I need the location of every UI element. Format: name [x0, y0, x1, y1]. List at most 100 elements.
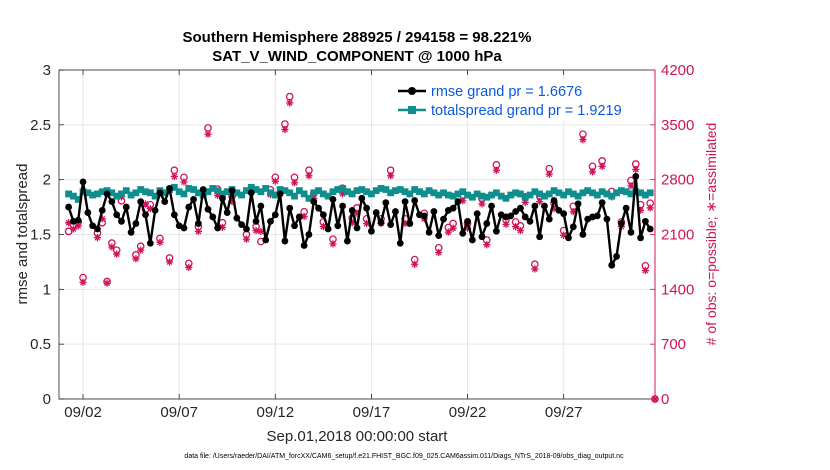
legend-spread-label: totalspread grand pr = 1.9219 — [431, 103, 622, 119]
rmse-point — [343, 237, 351, 245]
totalspread-point — [435, 191, 443, 199]
obs-assimilated-point — [194, 227, 202, 235]
rmse-point — [492, 227, 500, 235]
legend-spread-marker — [408, 106, 416, 114]
obs-assimilated-point — [93, 234, 102, 242]
rmse-point — [65, 203, 73, 211]
rmse-point — [305, 231, 313, 238]
totalspread-point — [127, 191, 135, 199]
y-tick-label: 1.5 — [30, 227, 51, 244]
totalspread-point — [617, 187, 625, 195]
rmse-point — [488, 202, 495, 210]
rmse-point — [468, 236, 476, 244]
totalspread-point — [98, 188, 106, 196]
totalspread-point — [425, 187, 433, 195]
totalspread-point — [267, 189, 274, 197]
totalspread-point — [276, 186, 284, 193]
rmse-point — [204, 205, 212, 213]
totalspread-point — [262, 185, 270, 192]
totalspread-point — [637, 189, 644, 197]
legend-rmse-label: rmse grand pr = 1.6676 — [431, 84, 582, 100]
rmse-point — [430, 208, 438, 215]
totalspread-point — [420, 190, 428, 198]
obs-assimilated-point — [478, 200, 486, 208]
totalspread-point — [238, 191, 246, 199]
y-tick-label: 0.5 — [30, 336, 51, 353]
totalspread-point — [488, 191, 495, 199]
totalspread-point — [204, 188, 212, 196]
rmse-point — [295, 213, 303, 221]
obs-assimilated-point — [512, 223, 520, 231]
totalspread-point — [555, 189, 563, 197]
totalspread-point — [233, 189, 241, 197]
rmse-point — [74, 216, 82, 224]
rmse-point — [223, 209, 231, 216]
totalspread-point — [411, 186, 419, 193]
totalspread-point — [243, 187, 250, 195]
totalspread-point — [319, 190, 327, 198]
rmse-point — [368, 227, 375, 235]
rmse-point — [420, 212, 428, 220]
rmse-point — [319, 211, 327, 219]
rmse-point — [382, 199, 390, 207]
rmse-point — [613, 253, 620, 260]
x-axis-label: Sep.01,2018 00:00:00 start — [267, 428, 449, 445]
totalspread-point — [541, 192, 548, 200]
rmse-point — [79, 178, 87, 186]
obs-assimilated-point — [646, 204, 654, 212]
y-tick-label: 3 — [43, 62, 51, 79]
obs-assimilated-point — [632, 165, 640, 174]
y-tick-label: 2 — [43, 172, 51, 189]
x-tick-label: 09/17 — [353, 404, 391, 421]
totalspread-point — [151, 192, 159, 200]
totalspread-point — [329, 188, 337, 196]
totalspread-point — [70, 192, 77, 200]
totalspread-point — [305, 194, 313, 202]
obs-assimilated-point — [69, 225, 78, 233]
rmse-point — [632, 172, 640, 180]
rmse-point — [574, 200, 582, 208]
obs-assimilated-point — [204, 130, 212, 138]
rmse-point — [334, 222, 342, 230]
totalspread-point — [79, 188, 87, 196]
footnote: data file: /Users/raeder/DAI/ATM_forcXX/… — [184, 453, 624, 460]
totalspread-point — [464, 191, 471, 199]
x-tick-label: 09/27 — [545, 404, 583, 421]
totalspread-point — [209, 185, 217, 192]
totalspread-point — [449, 192, 457, 200]
obs-assimilated-point — [281, 125, 289, 134]
totalspread-point — [641, 191, 649, 199]
obs-assimilated-point — [74, 222, 82, 230]
totalspread-point — [65, 190, 73, 198]
totalspread-point — [483, 193, 491, 201]
totalspread-point — [190, 186, 197, 193]
y2-axis-ticks: 0 700 1400 2100 2800 3500 4200 — [650, 62, 694, 408]
obs-assimilated-point — [449, 224, 457, 232]
rmse-point — [641, 217, 649, 225]
totalspread-point — [363, 188, 371, 196]
rmse-point — [127, 228, 135, 236]
totalspread-point — [348, 190, 356, 198]
rmse-point — [459, 230, 467, 237]
totalspread-point — [252, 186, 260, 193]
totalspread-point — [454, 190, 462, 198]
totalspread-point — [74, 196, 82, 203]
rmse-point — [190, 196, 197, 203]
rmse-point — [180, 224, 188, 232]
obs-assimilated-point — [242, 235, 251, 243]
totalspread-point — [271, 191, 279, 199]
rmse-point — [406, 220, 414, 227]
totalspread-point — [310, 189, 318, 197]
obs-assimilated-point — [137, 246, 145, 254]
rmse-point — [315, 204, 322, 212]
y-tick-label: 0 — [43, 391, 51, 408]
totalspread-point — [368, 190, 375, 198]
totalspread-point — [84, 189, 92, 197]
totalspread-point — [291, 192, 298, 200]
rmse-point — [84, 209, 92, 216]
obs-assimilated-point — [286, 99, 294, 107]
series-lines — [65, 172, 654, 269]
rmse-point — [122, 203, 130, 211]
x-axis-ticks: 09/02 09/07 09/12 09/17 09/22 09/27 — [64, 70, 582, 421]
totalspread-point — [550, 187, 558, 195]
